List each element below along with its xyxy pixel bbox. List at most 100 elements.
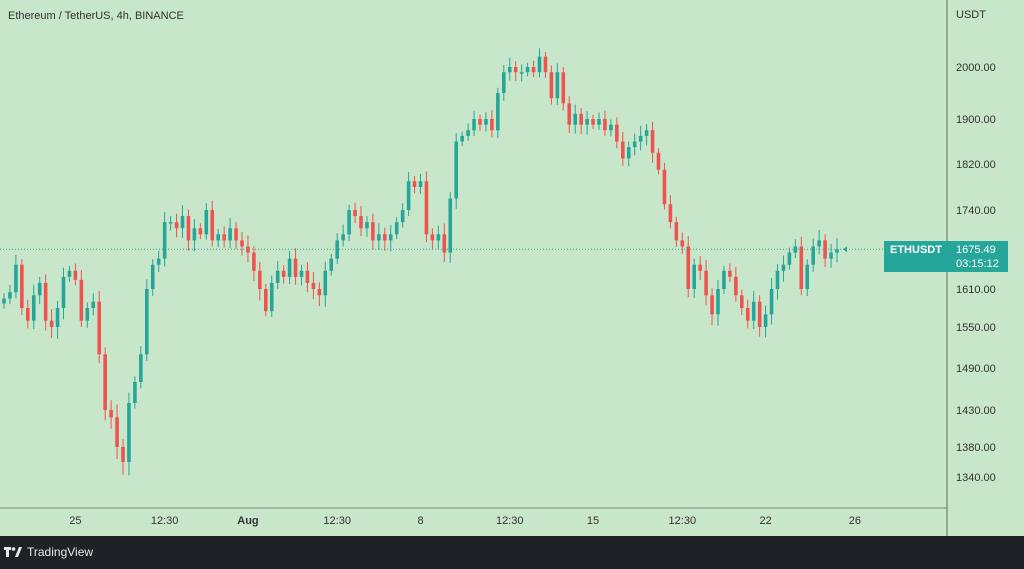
candle-body xyxy=(698,264,702,271)
candle-body xyxy=(299,270,304,277)
candle-body xyxy=(335,240,339,259)
price-badge-countdown: 03:15:12 xyxy=(956,258,999,271)
candle-body xyxy=(37,282,42,296)
candle-body xyxy=(162,222,167,259)
candle-body xyxy=(448,198,453,253)
candle-body xyxy=(650,130,655,153)
time-axis-tick-label: 12:30 xyxy=(669,515,697,527)
candle-body xyxy=(757,301,762,327)
candle-body xyxy=(347,210,351,235)
candle-body xyxy=(484,119,488,125)
candlestick-chart[interactable]: 2000.00 1900.00 1820.00 1740.00 1610.00 1550.… xyxy=(0,0,1024,536)
time-axis-ticks: 25 12:30 Aug 12:30 8 12:30 15 12:30 22 26 xyxy=(69,515,861,527)
price-axis-unit-label: USDT xyxy=(956,9,986,21)
candle-body xyxy=(180,216,185,229)
candle-body xyxy=(26,308,30,321)
candle-body xyxy=(537,56,542,73)
candle-body xyxy=(8,292,12,299)
candle-body xyxy=(317,289,322,296)
price-axis-tick-label: 1820.00 xyxy=(956,159,996,171)
candle-body xyxy=(573,113,577,125)
candle-body xyxy=(388,234,393,241)
candle-body xyxy=(133,382,137,403)
candle-body xyxy=(519,72,524,74)
price-axis-tick-label: 1490.00 xyxy=(956,363,996,375)
last-price-badge: ETHUSDT 1675.49 03:15:12 xyxy=(884,241,1008,273)
candle-body xyxy=(73,270,78,280)
candle-body xyxy=(323,270,328,296)
candle-body xyxy=(192,228,197,241)
candle-body xyxy=(359,216,363,229)
candle-body xyxy=(597,119,601,125)
candle-body xyxy=(692,264,696,289)
candle-body xyxy=(14,264,18,293)
candle-body xyxy=(2,298,6,304)
candle-body xyxy=(293,258,298,277)
candle-body xyxy=(371,222,375,241)
candle-body xyxy=(799,246,804,289)
price-axis-tick-label: 1740.00 xyxy=(956,205,996,217)
time-axis-tick-label: 25 xyxy=(69,515,81,527)
candle-body xyxy=(638,135,643,142)
candle-body xyxy=(543,56,548,73)
candle-body xyxy=(31,295,36,321)
candle-body xyxy=(85,308,90,321)
candle-body xyxy=(377,234,381,241)
candle-body xyxy=(811,246,815,265)
time-axis-tick-label: 12:30 xyxy=(323,515,351,527)
candle-body xyxy=(490,119,494,131)
time-axis-tick-label: 12:30 xyxy=(151,515,179,527)
candle-body xyxy=(424,181,429,235)
candle-body xyxy=(621,141,625,159)
candles-group xyxy=(2,48,847,476)
candle-body xyxy=(145,289,149,355)
candle-body xyxy=(656,152,661,170)
price-axis-tick-label: 1900.00 xyxy=(956,114,996,126)
candle-body xyxy=(103,354,107,410)
symbol-title[interactable]: Ethereum / TetherUS, 4h, BINANCE xyxy=(8,10,184,22)
candle-body xyxy=(246,246,250,253)
candle-body xyxy=(156,258,161,265)
candle-body xyxy=(115,417,119,447)
candle-body xyxy=(579,113,583,125)
candle-body xyxy=(704,270,708,296)
candle-body xyxy=(412,181,417,187)
tradingview-brand[interactable]: TradingView xyxy=(4,545,93,559)
candle-body xyxy=(775,270,780,289)
candle-body xyxy=(674,222,679,241)
candle-body xyxy=(722,270,726,289)
candle-body xyxy=(341,234,345,241)
candle-body xyxy=(751,301,756,321)
candle-body xyxy=(668,204,673,223)
time-axis-tick-label: 8 xyxy=(417,515,423,527)
candle-body xyxy=(662,169,667,205)
candle-body xyxy=(91,301,96,308)
candle-body xyxy=(436,234,441,241)
candle-body xyxy=(430,234,435,241)
candle-body xyxy=(186,216,191,241)
candle-body xyxy=(680,240,685,247)
candle-body xyxy=(287,258,292,277)
tradingview-logo-icon xyxy=(4,547,22,557)
candle-body xyxy=(591,119,595,125)
price-badge-value: 1675.49 xyxy=(956,244,996,257)
candle-body xyxy=(204,210,209,235)
candle-body xyxy=(210,210,215,241)
candle-body xyxy=(121,447,125,462)
candle-body xyxy=(615,124,619,142)
price-axis-tick-label: 1380.00 xyxy=(956,442,996,454)
candle-body xyxy=(769,289,774,315)
candle-body xyxy=(531,67,536,73)
candle-body xyxy=(222,234,226,241)
footer-bar: TradingView xyxy=(0,536,1024,569)
candle-body xyxy=(269,282,274,312)
price-axis-tick-label: 1430.00 xyxy=(956,405,996,417)
candle-body xyxy=(216,234,220,241)
candle-body xyxy=(353,210,357,217)
price-axis-tick-label: 2000.00 xyxy=(956,62,996,74)
candle-body xyxy=(644,130,649,136)
candle-body xyxy=(466,130,470,136)
candle-body xyxy=(513,67,518,73)
candle-body xyxy=(20,264,24,308)
chart-area[interactable]: 2000.00 1900.00 1820.00 1740.00 1610.00 1550.… xyxy=(0,0,1024,536)
